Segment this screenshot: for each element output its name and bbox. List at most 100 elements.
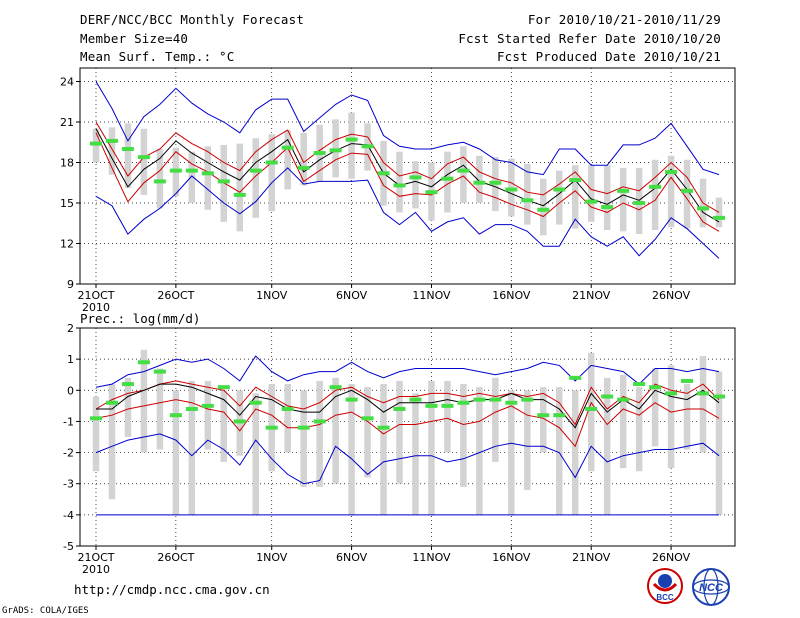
observation-box (524, 163, 531, 225)
observation-box (172, 390, 180, 515)
observation-box (140, 349, 148, 453)
median-marker (121, 382, 134, 387)
panel-frame (79, 327, 736, 547)
median-marker (217, 385, 230, 390)
x-tick-label: 21OCT (77, 551, 114, 564)
ncc-logo: NCC (692, 568, 730, 606)
observation-box (476, 155, 483, 203)
median-marker (649, 385, 662, 390)
median-marker (457, 400, 470, 405)
median-marker (617, 397, 630, 402)
x-tick-label: 16NOV (492, 551, 531, 564)
median-marker (665, 169, 678, 174)
observation-box (540, 178, 547, 236)
median-marker (297, 425, 310, 430)
observation-box (619, 374, 627, 469)
observation-box (220, 390, 228, 462)
x-tick-label: 26OCT (157, 289, 194, 302)
y-tick-label: 15 (60, 197, 74, 210)
x-tick-label: 21NOV (572, 551, 611, 564)
member-size-label: Member Size=40 (80, 31, 189, 46)
median-marker (90, 416, 102, 421)
median-marker (473, 397, 486, 402)
median-marker (377, 425, 390, 430)
median-marker (441, 403, 454, 408)
observation-box (412, 393, 419, 515)
variable-label: Mean Surf. Temp.: °C (80, 49, 235, 64)
observation-box (571, 165, 579, 229)
median-marker (185, 406, 198, 411)
median-marker (105, 400, 118, 405)
median-marker (713, 215, 725, 220)
observation-box (508, 390, 515, 515)
median-marker (441, 176, 454, 181)
observation-box (571, 390, 579, 515)
x-tick-label: 1NOV (256, 551, 288, 564)
forecast-started-label: Fcst Started Refer Date 2010/10/20 (458, 31, 721, 46)
observation-box (284, 384, 291, 453)
max-line (95, 81, 720, 176)
observation-box (619, 167, 627, 232)
y-tick-label: -4 (63, 509, 74, 522)
observation-box (204, 146, 212, 210)
observation-box (540, 387, 547, 453)
median-marker (521, 198, 534, 203)
median-marker (505, 187, 518, 192)
observation-box (364, 387, 371, 478)
x-tick-sublabel: 2010 (82, 301, 110, 314)
observation-box (683, 159, 691, 229)
observation-box (124, 377, 132, 437)
observation-box (204, 380, 212, 450)
p75-line (95, 380, 720, 426)
observation-box (651, 368, 659, 447)
observation-box (316, 380, 323, 487)
observation-box (715, 371, 723, 515)
median-marker (329, 148, 342, 153)
median-marker (377, 171, 390, 176)
grads-credit: GrADS: COLA/IGES (2, 606, 89, 616)
observation-box (699, 356, 707, 453)
y-tick-label: -5 (63, 540, 74, 553)
p25-line (95, 132, 720, 232)
median-marker (473, 180, 486, 185)
x-tick-label: 26NOV (652, 289, 691, 302)
observation-box (715, 197, 723, 228)
median-marker (249, 400, 262, 405)
observation-box (444, 151, 451, 213)
median-marker (233, 192, 246, 197)
source-url[interactable]: http://cmdp.ncc.cma.gov.cn (74, 582, 270, 597)
median-marker (521, 397, 534, 402)
observation-box (252, 393, 259, 515)
median-marker (201, 171, 214, 176)
median-marker (649, 184, 662, 189)
x-tick-label: 6NOV (336, 551, 368, 564)
observation-box (635, 387, 643, 472)
chart-title: DERF/NCC/BCC Monthly Forecast (80, 12, 305, 27)
observation-box (156, 149, 164, 209)
median-marker (697, 206, 710, 211)
observation-box (603, 377, 611, 515)
median-marker (553, 413, 566, 418)
median-marker (569, 375, 582, 380)
x-tick-sublabel: 2010 (82, 563, 110, 576)
x-tick-label: 1NOV (256, 289, 288, 302)
observation-box (268, 134, 275, 212)
observation-box (124, 123, 132, 189)
p75-line (95, 121, 720, 213)
observation-box (587, 165, 595, 222)
median-marker (425, 403, 438, 408)
observation-box (188, 151, 196, 203)
observation-box (396, 380, 403, 484)
median-marker (553, 187, 566, 192)
panel-frame (79, 67, 736, 285)
observation-box (524, 390, 531, 490)
observation-box (348, 384, 355, 515)
panel-title: Prec.: log(mm/d) (80, 311, 200, 326)
observation-box (683, 384, 691, 450)
observation-box (188, 380, 196, 515)
median-marker (153, 369, 166, 374)
observation-box (460, 384, 467, 487)
observation-box (92, 396, 100, 472)
observation-box (108, 384, 116, 500)
observation-box (348, 112, 355, 179)
